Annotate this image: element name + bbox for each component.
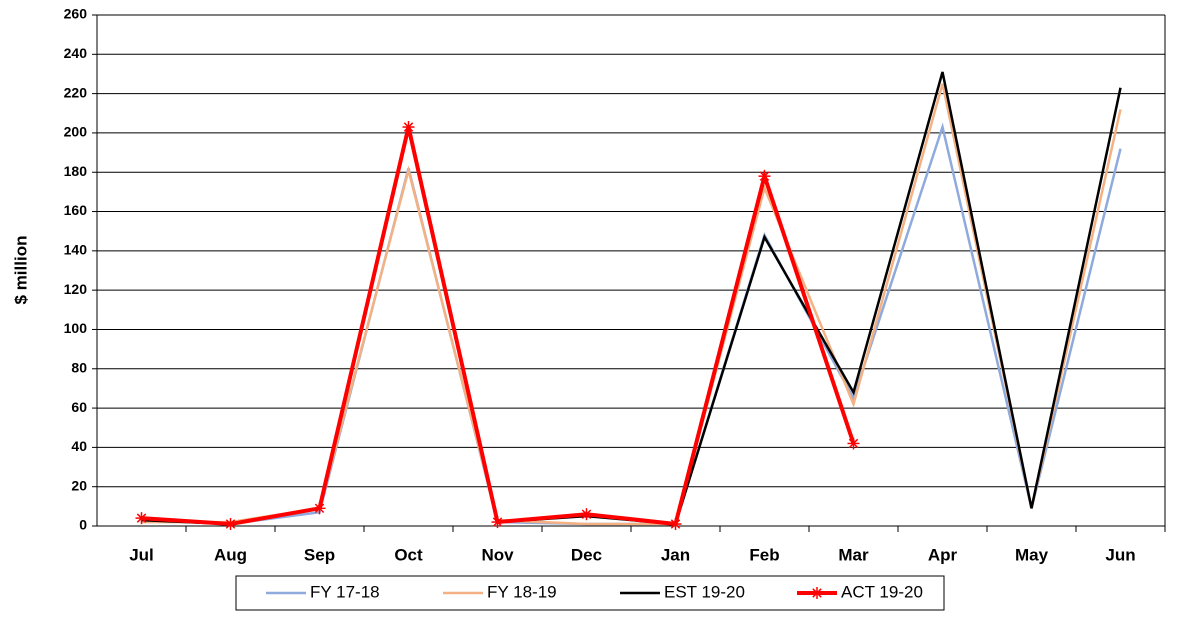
y-tick-label: 100 <box>64 320 88 336</box>
series-line <box>141 122 1122 526</box>
legend-label: FY 17-18 <box>310 582 380 601</box>
y-tick-label: 20 <box>71 477 87 493</box>
data-point <box>224 518 237 531</box>
y-tick-label: 200 <box>64 124 88 140</box>
data-point <box>847 437 860 450</box>
marker-stroke <box>314 503 325 514</box>
marker-stroke <box>759 171 770 181</box>
y-tick-label: 160 <box>64 202 88 218</box>
x-tick-label: Sep <box>304 545 335 564</box>
x-tick-label: Aug <box>214 545 247 564</box>
data-point <box>580 508 593 521</box>
marker-stroke <box>670 519 681 529</box>
x-tick-label: Jan <box>661 545 690 564</box>
y-tick-label: 180 <box>64 163 88 179</box>
marker-stroke <box>225 519 236 529</box>
legend-marker <box>811 587 823 599</box>
x-tick-label: Jul <box>129 545 154 564</box>
marker-stroke <box>848 438 859 449</box>
x-tick-label: Oct <box>394 545 423 564</box>
marker-stroke <box>812 588 822 598</box>
y-axis-label: $ million <box>11 236 30 305</box>
data-point <box>313 502 326 515</box>
y-tick-label: 240 <box>64 45 88 61</box>
legend-label: FY 18-19 <box>487 582 557 601</box>
x-tick-label: Jun <box>1105 545 1135 564</box>
y-tick-label: 80 <box>71 359 87 375</box>
data-point <box>491 516 504 529</box>
legend-label: EST 19-20 <box>664 582 745 601</box>
marker-stroke <box>581 509 592 519</box>
x-tick-label: Feb <box>749 545 779 564</box>
y-tick-label: 260 <box>64 6 88 22</box>
series-line <box>141 71 1122 526</box>
legend-label: ACT 19-20 <box>841 582 923 601</box>
marker-stroke <box>136 513 147 523</box>
marker-stroke <box>403 122 414 132</box>
y-tick-label: 60 <box>71 399 87 415</box>
x-tick-label: Mar <box>838 545 869 564</box>
series-line <box>141 83 1122 526</box>
data-point <box>402 121 415 134</box>
x-tick-label: May <box>1015 545 1049 564</box>
y-tick-label: 140 <box>64 242 88 258</box>
y-tick-label: 220 <box>64 84 88 100</box>
y-tick-label: 120 <box>64 281 88 297</box>
series-line <box>141 126 856 527</box>
x-tick-label: Dec <box>571 545 602 564</box>
data-point <box>758 170 771 183</box>
data-point <box>135 512 148 525</box>
y-tick-label: 40 <box>71 438 87 454</box>
data-point <box>669 518 682 531</box>
y-tick-label: 0 <box>79 517 87 533</box>
x-tick-label: Nov <box>481 545 514 564</box>
marker-stroke <box>492 517 503 527</box>
x-tick-label: Apr <box>928 545 958 564</box>
